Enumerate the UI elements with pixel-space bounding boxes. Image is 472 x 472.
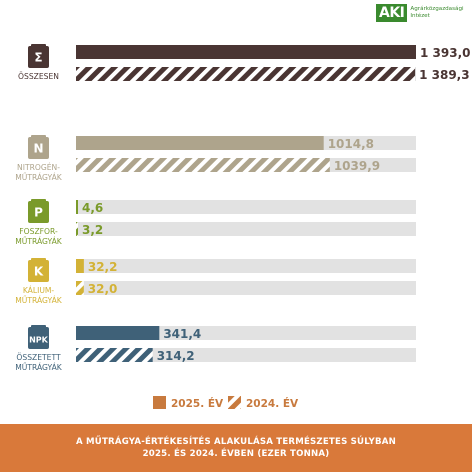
bar-2024 [76,348,153,362]
bar-2024 [76,222,78,236]
data-label: 32,0 [88,282,118,296]
data-label: 314,2 [157,349,195,363]
bar-2024 [76,67,416,81]
category-group: P FOSZFOR-MŰTRÁGYÁK 4,6 3,2 [15,199,416,246]
bar-2025 [76,326,160,340]
fertilizer-bag-icon: Σ [28,44,49,68]
bar-track [76,200,416,214]
icon-letter: Σ [34,51,42,65]
caption-line-1: A MŰTRÁGYA-ÉRTÉKESÍTÉS ALAKULÁSA TERMÉSZ… [76,437,396,447]
chart-caption: A MŰTRÁGYA-ÉRTÉKESÍTÉS ALAKULÁSA TERMÉSZ… [0,424,472,472]
data-label: 341,4 [163,327,201,341]
data-label: 1 389,3 [419,68,469,82]
category-label: FOSZFOR- [19,227,58,236]
bar-2025 [76,136,324,150]
legend-swatch-solid [153,396,166,409]
data-label: 1014,8 [328,137,374,151]
category-label: MŰTRÁGYÁK [15,363,63,372]
data-label: 1 393,0 [420,46,470,60]
fertilizer-bag-icon: P [28,199,49,223]
icon-letter: P [34,206,43,220]
category-group: K KÁLIUM-MŰTRÁGYÁK 32,2 32,0 [15,258,416,305]
legend-swatch-hatched [228,396,241,409]
category-label: KÁLIUM- [23,286,55,295]
bar-track [76,281,416,295]
category-label: MŰTRÁGYÁK [15,237,63,246]
category-label: ÖSSZESEN [18,72,59,81]
chart-legend: 2025. ÉV 2024. ÉV [153,396,299,410]
bar-2025 [76,200,78,214]
aki-logo: AKI Agrárközgazdasági Intézet [376,2,468,24]
bar-2025 [76,259,84,273]
data-label: 4,6 [82,201,103,215]
logo-text: Agrárközgazdasági Intézet [410,6,464,19]
data-label: 3,2 [82,223,103,237]
icon-letter: N [33,142,43,156]
category-group: N NITROGÉN-MŰTRÁGYÁK 1014,8 1039,9 [15,135,416,182]
bar-track [76,222,416,236]
bar-track [76,326,416,340]
category-label: ÖSSZETETT [16,353,61,362]
bar-track [76,259,416,273]
caption-line-2: 2025. ÉS 2024. ÉVBEN (EZER TONNA) [142,449,330,459]
fertilizer-bag-icon: K [28,258,49,282]
legend-item: 2024. ÉV [228,396,299,410]
logo-mark: AKI [376,4,408,22]
category-label: MŰTRÁGYÁK [15,296,63,305]
legend-label: 2024. ÉV [246,397,299,410]
category-group: Σ ÖSSZESEN 1 393,0 1 389,3 [18,44,470,82]
legend-label: 2025. ÉV [171,397,224,410]
bar-2025 [76,45,416,59]
icon-letter: K [34,265,44,279]
data-label: 32,2 [88,260,118,274]
bar-2024 [76,281,84,295]
bar-2024 [76,158,330,172]
category-label: NITROGÉN- [17,163,60,172]
fertilizer-bag-icon: N [28,135,49,159]
category-label: MŰTRÁGYÁK [15,173,63,182]
bar-track [76,348,416,362]
fertilizer-bag-icon: NPK [28,325,49,349]
legend-item: 2025. ÉV [153,396,224,410]
data-label: 1039,9 [334,159,380,173]
icon-letter: NPK [29,336,49,345]
